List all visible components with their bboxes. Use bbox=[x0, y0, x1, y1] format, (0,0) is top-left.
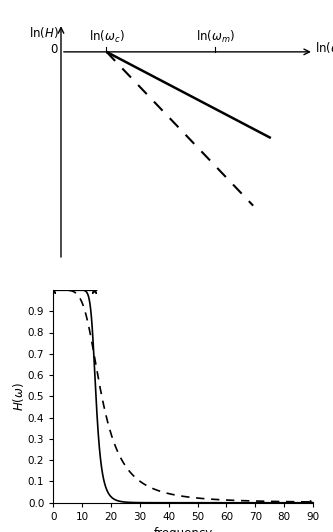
Text: $\ln(\omega)$: $\ln(\omega)$ bbox=[315, 40, 333, 55]
Y-axis label: $H(\omega)$: $H(\omega)$ bbox=[11, 382, 26, 411]
Text: $0$: $0$ bbox=[50, 43, 59, 56]
X-axis label: frequency: frequency bbox=[154, 527, 213, 532]
Text: $\ln(\omega_c)$: $\ln(\omega_c)$ bbox=[89, 29, 124, 45]
Text: $\ln(H)$: $\ln(H)$ bbox=[29, 26, 59, 40]
Text: $\ln(\omega_m)$: $\ln(\omega_m)$ bbox=[196, 29, 235, 45]
